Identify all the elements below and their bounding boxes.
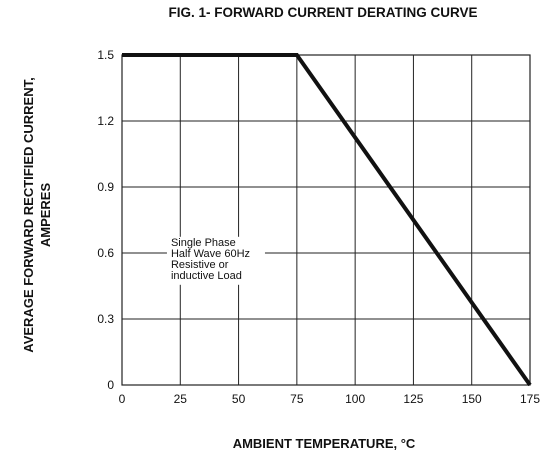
x-tick-label-4: 100	[345, 392, 365, 406]
y-axis-label: AVERAGE FORWARD RECTIFIED CURRENT, AMPER…	[21, 77, 53, 352]
series-lines	[121, 53, 532, 387]
y-axis-label-line-1: AVERAGE FORWARD RECTIFIED CURRENT,	[21, 77, 36, 352]
y-tick-label-4: 1.2	[97, 114, 114, 128]
derating-curve-0	[122, 53, 532, 387]
x-axis-ticks: 0 25 50 75 100 125 150 175	[119, 392, 541, 406]
y-tick-label-0: 0	[107, 378, 114, 392]
x-tick-label-1: 25	[174, 392, 188, 406]
x-tick-label-3: 75	[290, 392, 304, 406]
chart-title: FIG. 1- FORWARD CURRENT DERATING CURVE	[168, 5, 477, 20]
x-tick-label-7: 175	[520, 392, 540, 406]
annotation-background	[166, 236, 265, 285]
y-tick-label-2: 0.6	[97, 246, 114, 260]
y-tick-label-3: 0.9	[97, 180, 114, 194]
plot-border	[121, 54, 531, 386]
y-axis-label-line-2: AMPERES	[38, 183, 53, 248]
annotation-line-2: Half Wave 60Hz	[171, 248, 250, 260]
grid-lines	[121, 54, 531, 386]
x-axis-label: AMBIENT TEMPERATURE, °C	[233, 436, 416, 451]
annotation-line-1: Single Phase	[171, 237, 236, 249]
x-tick-label-5: 125	[403, 392, 423, 406]
x-tick-label-0: 0	[119, 392, 126, 406]
y-tick-label-5: 1.5	[97, 48, 114, 62]
y-axis-ticks: 0 0.3 0.6 0.9 1.2 1.5	[97, 48, 114, 392]
y-tick-label-1: 0.3	[97, 312, 114, 326]
plot-frame	[121, 54, 531, 386]
annotation-line-4: inductive Load	[171, 270, 242, 282]
x-tick-label-6: 150	[462, 392, 482, 406]
annotation-line-3: Resistive or	[171, 259, 229, 271]
x-tick-label-2: 50	[232, 392, 246, 406]
